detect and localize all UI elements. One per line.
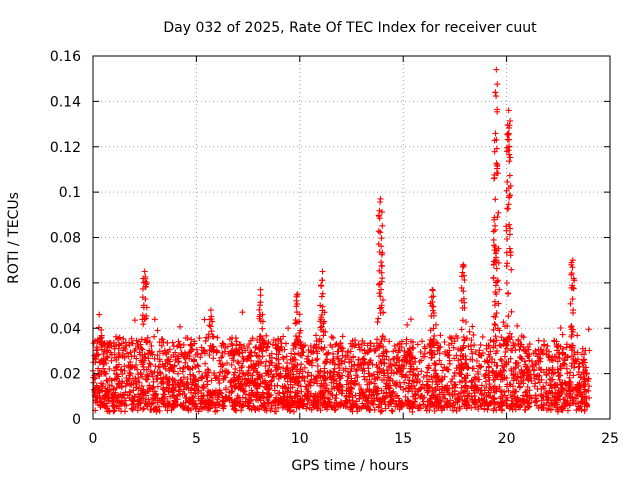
- x-tick-label: 20: [498, 431, 516, 447]
- gridlines: [93, 56, 610, 419]
- roti-point-markers: [90, 66, 593, 415]
- y-tick-label: 0.1: [59, 185, 81, 201]
- x-tick-label: 10: [291, 431, 309, 447]
- data-points: [90, 66, 593, 415]
- y-tick-label: 0.12: [50, 140, 81, 156]
- axis-ticks: [92, 55, 611, 420]
- y-axis-label: ROTI / TECUs: [6, 192, 22, 284]
- y-tick-label: 0: [72, 412, 81, 428]
- y-tick-label: 0.14: [50, 94, 81, 110]
- x-tick-label: 0: [89, 431, 98, 447]
- chart-title: Day 032 of 2025, Rate Of TEC Index for r…: [163, 20, 537, 36]
- y-tick-labels: 0 0.02 0.04 0.06 0.08 0.1 0.12 0.14 0.16: [50, 49, 81, 428]
- x-tick-label: 5: [192, 431, 201, 447]
- y-tick-label: 0.08: [50, 231, 81, 247]
- y-tick-label: 0.06: [50, 276, 81, 292]
- y-tick-label: 0.04: [50, 321, 81, 337]
- x-tick-label: 25: [601, 431, 619, 447]
- x-tick-labels: 0 5 10 15 20 25: [89, 431, 619, 447]
- y-tick-label: 0.02: [50, 367, 81, 383]
- x-axis-label: GPS time / hours: [291, 458, 408, 474]
- y-tick-label: 0.16: [50, 49, 81, 65]
- x-tick-label: 15: [394, 431, 412, 447]
